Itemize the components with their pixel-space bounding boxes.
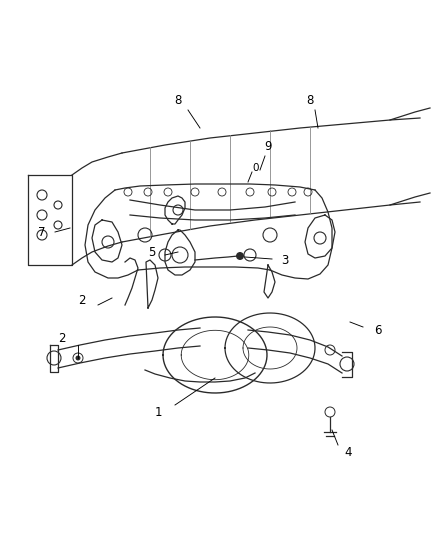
Text: 7: 7 xyxy=(38,225,46,238)
Text: 2: 2 xyxy=(78,294,86,306)
Circle shape xyxy=(236,252,244,260)
Text: 3: 3 xyxy=(281,254,289,266)
Text: 2: 2 xyxy=(58,332,66,344)
Text: 4: 4 xyxy=(344,447,352,459)
Text: 8: 8 xyxy=(306,93,314,107)
Text: 6: 6 xyxy=(374,324,382,336)
Text: 5: 5 xyxy=(148,246,155,259)
Text: 9: 9 xyxy=(264,140,272,152)
Text: 8: 8 xyxy=(174,93,182,107)
Text: 1: 1 xyxy=(154,406,162,418)
Circle shape xyxy=(75,356,81,360)
Text: 0: 0 xyxy=(253,163,259,173)
